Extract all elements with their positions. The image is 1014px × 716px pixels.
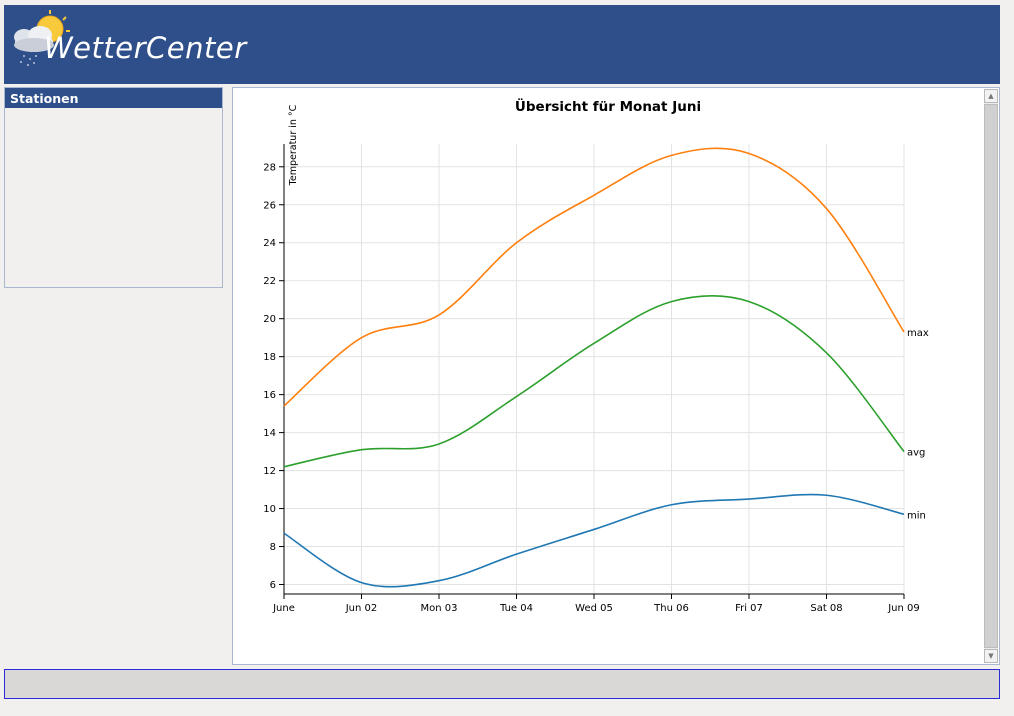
chart-panel: Übersicht für Monat Juni 6 8 10 12 14 16 18 20 2… xyxy=(232,87,1000,665)
y-tick-label: 6 xyxy=(270,580,276,591)
y-tick-label: 8 xyxy=(270,542,276,553)
status-bar xyxy=(4,669,1000,699)
y-tick-label: 10 xyxy=(263,504,276,515)
y-tick-label: 20 xyxy=(263,314,276,325)
x-tick-label: June xyxy=(272,603,295,614)
y-tick-label: 14 xyxy=(263,428,276,439)
y-tick-label: 24 xyxy=(263,238,276,249)
app-header: WetterCenter xyxy=(4,5,1000,84)
app-title: WetterCenter xyxy=(44,31,247,65)
chart-title: Übersicht für Monat Juni xyxy=(515,97,701,115)
vertical-scrollbar[interactable]: ▲ ▼ xyxy=(984,89,998,663)
y-tick-label: 12 xyxy=(263,466,276,477)
series-label-min: min xyxy=(907,510,926,521)
chart-grid xyxy=(283,144,905,594)
chart-series: max avg min xyxy=(283,147,929,588)
y-tick-label: 28 xyxy=(263,162,276,173)
series-label-max: max xyxy=(907,328,929,339)
series-line-avg xyxy=(283,294,905,468)
x-tick-label: Sat 08 xyxy=(810,603,842,614)
y-tick-label: 18 xyxy=(263,352,276,363)
y-axis-label: Temperatur in °C xyxy=(288,104,299,186)
temperature-chart: Übersicht für Monat Juni 6 8 10 12 14 16 18 20 2… xyxy=(263,97,929,614)
series-label-avg: avg xyxy=(907,448,925,459)
y-tick-label: 22 xyxy=(263,276,276,287)
series-line-min xyxy=(283,493,905,588)
stations-panel: Stationen xyxy=(4,87,223,288)
x-tick-label: Tue 04 xyxy=(499,603,533,614)
chart-axes: 6 8 10 12 14 16 18 20 22 24 26 28 June Jun 02 Mon 03 Tu… xyxy=(263,144,920,614)
y-tick-label: 26 xyxy=(263,200,276,211)
series-line-max xyxy=(283,147,905,407)
x-tick-label: Mon 03 xyxy=(421,603,458,614)
x-tick-label: Jun 09 xyxy=(887,603,920,614)
y-tick-label: 16 xyxy=(263,390,276,401)
x-tick-label: Thu 06 xyxy=(653,603,689,614)
scroll-up-button[interactable]: ▲ xyxy=(984,89,998,103)
scrollbar-thumb[interactable] xyxy=(984,104,998,648)
scroll-down-button[interactable]: ▼ xyxy=(984,649,998,663)
weather-cloud-sun-icon xyxy=(14,10,70,66)
x-tick-label: Fri 07 xyxy=(735,603,763,614)
x-tick-label: Wed 05 xyxy=(575,603,613,614)
stations-panel-title: Stationen xyxy=(5,88,222,108)
x-tick-label: Jun 02 xyxy=(345,603,378,614)
